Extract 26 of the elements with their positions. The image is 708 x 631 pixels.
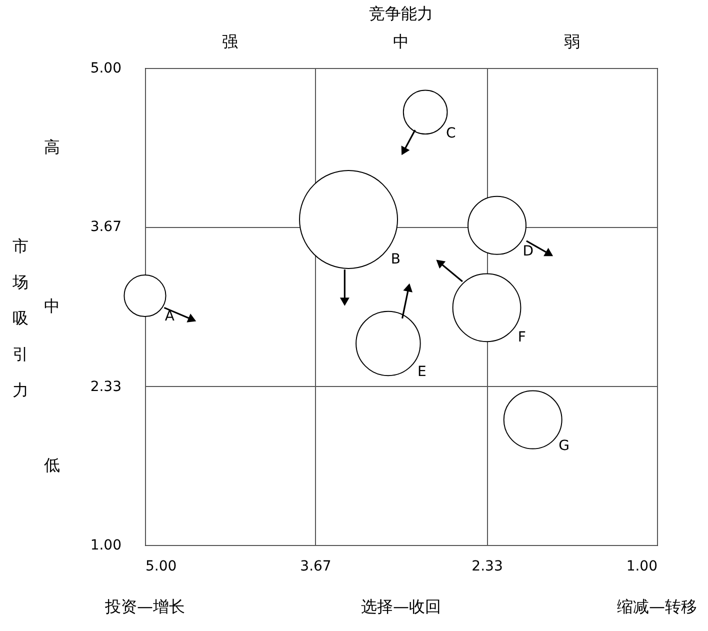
series-label: E bbox=[417, 364, 426, 380]
x-tick-label: 2.33 bbox=[472, 558, 503, 574]
y-tick-label: 1.00 bbox=[90, 538, 122, 554]
text: 选择—收回 bbox=[361, 597, 441, 616]
x-tick-label: 1.00 bbox=[626, 558, 658, 574]
text: 高 bbox=[44, 137, 60, 156]
text: 投资—增长 bbox=[104, 597, 185, 616]
series-label: B bbox=[390, 252, 401, 268]
text: 中 bbox=[44, 296, 60, 316]
y-axis-title: 市场吸引力 bbox=[12, 236, 28, 400]
series-label: G bbox=[558, 438, 570, 454]
y-tick-label: 5.00 bbox=[90, 60, 122, 76]
y-tick-label: 2.33 bbox=[90, 378, 122, 395]
series-label: A bbox=[164, 308, 175, 324]
text: 弱 bbox=[564, 32, 580, 51]
text: 缩减—转移 bbox=[617, 597, 697, 616]
x-axis-title: 竞争能力 bbox=[369, 4, 433, 23]
series-label: F bbox=[518, 329, 526, 346]
x-tick-label: 5.00 bbox=[146, 558, 177, 574]
y-tick-label: 3.67 bbox=[90, 219, 122, 236]
series-label: D bbox=[522, 244, 534, 260]
text: 中 bbox=[393, 32, 409, 51]
text: 低 bbox=[44, 456, 60, 475]
x-tick-label: 3.67 bbox=[300, 558, 332, 574]
series-label: C bbox=[446, 125, 456, 142]
text: 强 bbox=[222, 32, 238, 51]
